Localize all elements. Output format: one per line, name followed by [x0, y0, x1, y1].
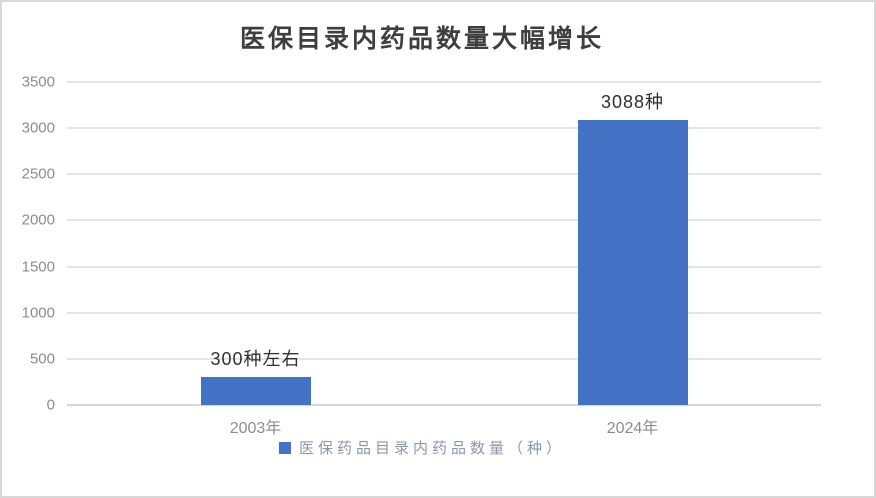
gridline [67, 173, 821, 176]
y-tick-label: 1000 [21, 304, 55, 322]
x-category-label: 2003年 [229, 420, 282, 437]
plot-area: 0 500 1000 1500 2000 2500 3000 3500 300种左右 2003年 3… [22, 74, 821, 437]
legend-series-label: 医保药品目录内药品数量（种） [298, 440, 565, 457]
legend-marker-swatch [278, 441, 291, 454]
bar-2003年 [200, 377, 311, 405]
gridline [67, 81, 821, 83]
y-tick-label: 2000 [21, 211, 55, 229]
bar-value-label: 300种左右 [210, 349, 301, 370]
y-tick-label: 3500 [21, 73, 55, 91]
x-axis-line [67, 404, 821, 406]
chart-legend: 医保药品目录内药品数量（种） [2, 437, 842, 458]
y-tick-label: 0 [46, 396, 55, 414]
y-tick-label: 1500 [21, 258, 55, 276]
gridline [67, 265, 821, 268]
y-tick-label: 3000 [21, 119, 55, 137]
bar-2024年 [577, 120, 688, 405]
gridline [67, 311, 821, 314]
gridline [67, 357, 821, 360]
y-tick-label: 2500 [21, 165, 55, 183]
gridline [67, 127, 821, 130]
bar-value-label: 3088种 [600, 92, 665, 113]
chart-title: 医保目录内药品数量大幅增长 [239, 25, 604, 53]
gridline [67, 219, 821, 222]
x-category-label: 2024年 [606, 420, 659, 437]
y-tick-label: 500 [29, 350, 55, 368]
